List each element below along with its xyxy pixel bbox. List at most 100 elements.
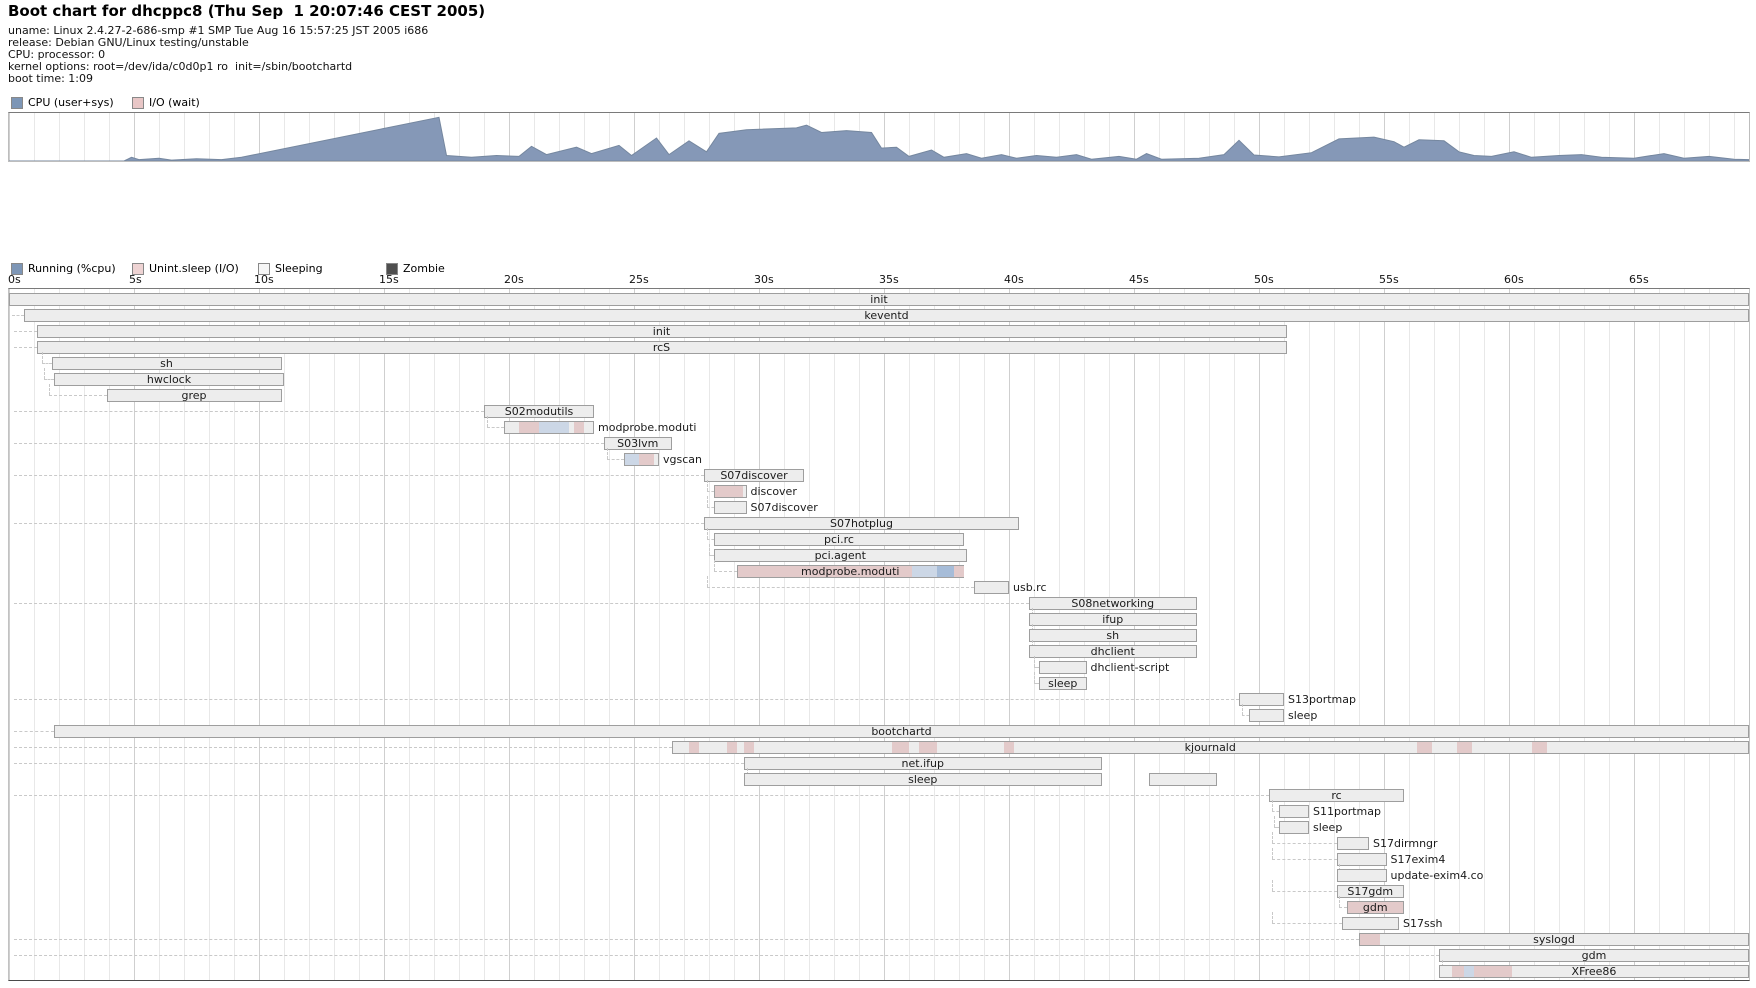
time-axis: 0s 5s 10s 15s 20s 25s 30s 35s 40s 45s 50s 55s 60s 65s — [0, 273, 1756, 286]
time-tick-label: 20s — [504, 273, 524, 286]
process-bar — [624, 453, 659, 466]
legend-swatch-icon — [386, 262, 398, 275]
process-bar: keventd — [24, 309, 1749, 322]
process-bar-label: gdm — [1362, 901, 1388, 914]
process-bar-label: sleep — [1288, 709, 1318, 722]
connector-line — [14, 411, 484, 412]
info-boot-time: boot time: 1:09 — [8, 72, 94, 85]
process-bar: ifup — [1029, 613, 1197, 626]
connector-line — [44, 368, 45, 379]
process-bar: rc — [1269, 789, 1404, 802]
process-bar-label: sleep — [908, 773, 938, 786]
process-bar-label: hwclock — [146, 373, 192, 386]
time-tick-label: 50s — [1254, 273, 1274, 286]
bar-state-segment — [911, 566, 937, 577]
process-bar: dhclient — [1029, 645, 1197, 658]
process-bar-label: sh — [1106, 629, 1120, 642]
process-bar-label: grep — [181, 389, 207, 402]
connector-line — [1034, 672, 1035, 683]
process-bar — [1336, 869, 1387, 882]
process-bar-label: net.ifup — [901, 757, 944, 770]
legend-item: Unint.sleep (I/O) — [132, 262, 239, 275]
process-bar-label: S08networking — [1071, 597, 1155, 610]
process-bar: init — [9, 293, 1749, 306]
process-bar: gdm — [1439, 949, 1749, 962]
time-tick-label: 35s — [879, 273, 899, 286]
process-bar-label: update-exim4.co — [1390, 869, 1484, 882]
time-tick-label: 65s — [1629, 273, 1649, 286]
process-bar — [1249, 709, 1284, 722]
time-tick-label: 40s — [1004, 273, 1024, 286]
connector-line — [1034, 683, 1039, 684]
grid-lines — [9, 289, 1735, 980]
process-bar: sleep — [744, 773, 1102, 786]
connector-line — [41, 352, 43, 363]
connector-line — [1274, 816, 1275, 827]
process-bar-label: modprobe.moduti — [801, 565, 900, 578]
legend-label: Unint.sleep (I/O) — [149, 262, 239, 275]
time-tick-label: 0s — [8, 273, 21, 286]
connector-line — [709, 544, 710, 555]
connector-line — [1271, 811, 1279, 812]
legend-swatch-icon — [11, 262, 23, 275]
connector-line — [14, 443, 604, 444]
process-bar-label: S07discover — [750, 501, 818, 514]
connector-line — [14, 955, 1439, 956]
process-bar-label: S17exim4 — [1390, 853, 1446, 866]
connector-line — [14, 475, 704, 476]
connector-line — [606, 459, 624, 460]
process-bar — [504, 421, 594, 434]
legend-item: CPU (user+sys) — [11, 96, 114, 109]
bar-state-segment — [954, 566, 964, 577]
process-bar-label: modprobe.moduti — [598, 421, 697, 434]
process-bar: gdm — [1346, 901, 1404, 914]
legend-item: Zombie — [386, 262, 445, 275]
connector-line — [14, 795, 1269, 796]
process-bar-label: pci.agent — [814, 549, 866, 562]
connector-line — [49, 384, 50, 395]
info-uname: uname: Linux 2.4.27-2-686-smp #1 SMP Tue… — [8, 24, 429, 37]
legend-label: I/O (wait) — [149, 96, 200, 109]
process-gantt-chart: init keventd init rcS sh hwclock grep S02moduti… — [8, 288, 1750, 981]
legend-label: CPU (user+sys) — [28, 96, 114, 109]
process-bar — [1336, 853, 1387, 866]
legend-item: Running (%cpu) — [11, 262, 116, 275]
legend-label: Running (%cpu) — [28, 262, 116, 275]
legend-swatch-icon — [258, 262, 270, 275]
process-chart-legend: Running (%cpu) Unint.sleep (I/O) Sleeping Z… — [0, 262, 1756, 275]
process-bar-label: init — [870, 293, 888, 306]
connector-line — [1271, 859, 1337, 860]
connector-line — [49, 395, 107, 396]
process-bar: hwclock — [54, 373, 284, 386]
process-bar: S07discover — [704, 469, 804, 482]
process-bar: pci.agent — [714, 549, 967, 562]
process-bar-label: S02modutils — [504, 405, 574, 418]
bar-state-segment — [1474, 966, 1512, 977]
info-release: release: Debian GNU/Linux testing/unstab… — [8, 36, 249, 49]
process-bar: net.ifup — [744, 757, 1102, 770]
process-bar-label: discover — [750, 485, 797, 498]
process-bar — [974, 581, 1009, 594]
cpu-utilisation-chart — [8, 112, 1750, 162]
connector-line — [1034, 656, 1035, 667]
process-bar — [714, 485, 747, 498]
legend-swatch-icon — [132, 262, 144, 275]
connector-line — [14, 331, 37, 332]
connector-line — [1274, 827, 1279, 828]
bar-state-segment — [726, 742, 737, 753]
time-tick-label: 25s — [629, 273, 649, 286]
process-bar: S07hotplug — [704, 517, 1019, 530]
process-bar: sh — [1029, 629, 1197, 642]
process-bar: XFree86 — [1439, 965, 1749, 978]
process-bar-label: S17dirmngr — [1373, 837, 1438, 850]
connector-line — [709, 555, 714, 556]
process-bar: S08networking — [1029, 597, 1197, 610]
time-tick-label: 15s — [379, 273, 399, 286]
connector-line — [486, 427, 504, 428]
process-bar: init — [36, 325, 1287, 338]
bar-state-segment — [715, 486, 743, 497]
connector-line — [1241, 704, 1243, 715]
process-bar-label: S07hotplug — [830, 517, 893, 530]
process-bar-label: gdm — [1581, 949, 1607, 962]
process-bar — [1239, 693, 1284, 706]
